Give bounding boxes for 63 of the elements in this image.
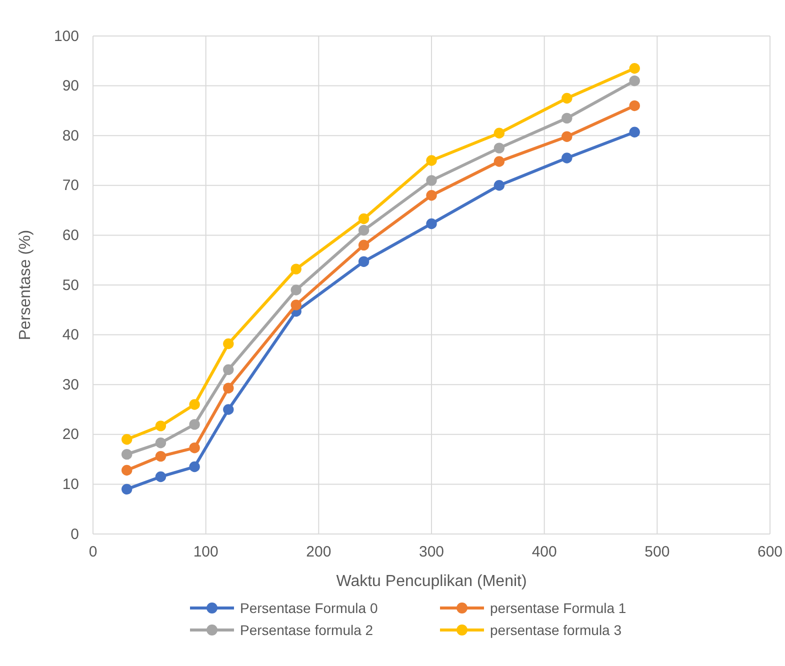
point: [562, 112, 572, 124]
point: [155, 450, 166, 462]
point: [122, 464, 132, 476]
legend-label: persentase Formula 1: [490, 600, 626, 616]
y-tick-label: 100: [54, 28, 79, 45]
x-tick-label: 300: [418, 544, 444, 561]
point: [562, 152, 572, 164]
point: [122, 448, 132, 460]
y-tick-label: 20: [62, 426, 79, 444]
legend-label: Persentase formula 2: [240, 622, 374, 638]
point: [562, 131, 572, 142]
point: [494, 180, 505, 191]
point: [358, 213, 370, 224]
point: [290, 300, 302, 310]
point: [122, 434, 132, 445]
point: [562, 92, 572, 104]
y-tick-label: 10: [62, 476, 79, 493]
point: [426, 190, 437, 201]
point: [189, 399, 200, 410]
point: [494, 128, 505, 138]
y-tick-label: 40: [62, 326, 79, 344]
y-tick-label: 90: [62, 78, 79, 95]
point: [122, 484, 132, 495]
point: [223, 364, 234, 375]
point: [629, 63, 640, 74]
point: [629, 126, 640, 138]
point: [189, 419, 200, 430]
point: [494, 156, 505, 167]
point: [358, 224, 370, 236]
point: [358, 256, 370, 267]
y-tick-label: 60: [62, 227, 79, 244]
point: [290, 284, 302, 296]
point: [155, 471, 166, 482]
point: [426, 218, 437, 230]
point: [223, 382, 234, 394]
point: [426, 175, 437, 186]
x-tick-label: 600: [757, 544, 783, 561]
legend-label: Persentase Formula 0: [240, 600, 378, 616]
point: [223, 404, 234, 415]
x-tick-label: 500: [644, 544, 670, 561]
y-axis-title: Persentase (%): [17, 230, 34, 340]
point: [155, 438, 166, 448]
point: [189, 442, 200, 454]
x-tick-label: 400: [532, 544, 557, 561]
y-tick-label: 0: [70, 526, 79, 543]
y-tick-label: 30: [62, 376, 79, 394]
legend-label: persentase formula 3: [490, 622, 622, 638]
x-tick-label: 100: [193, 544, 218, 561]
x-tick-label: 0: [88, 544, 98, 561]
point: [155, 420, 166, 432]
point: [629, 75, 640, 86]
x-tick-label: 200: [306, 544, 332, 561]
y-tick-label: 70: [62, 177, 79, 194]
y-tick-label: 80: [62, 127, 79, 144]
point: [426, 155, 437, 166]
x-axis-title: Waktu Pencuplikan (Menit): [336, 573, 527, 590]
point: [290, 264, 302, 274]
point: [189, 461, 200, 472]
y-tick-label: 50: [62, 276, 79, 294]
point: [629, 100, 640, 112]
point: [223, 338, 234, 350]
point: [494, 142, 505, 154]
point: [358, 240, 370, 250]
